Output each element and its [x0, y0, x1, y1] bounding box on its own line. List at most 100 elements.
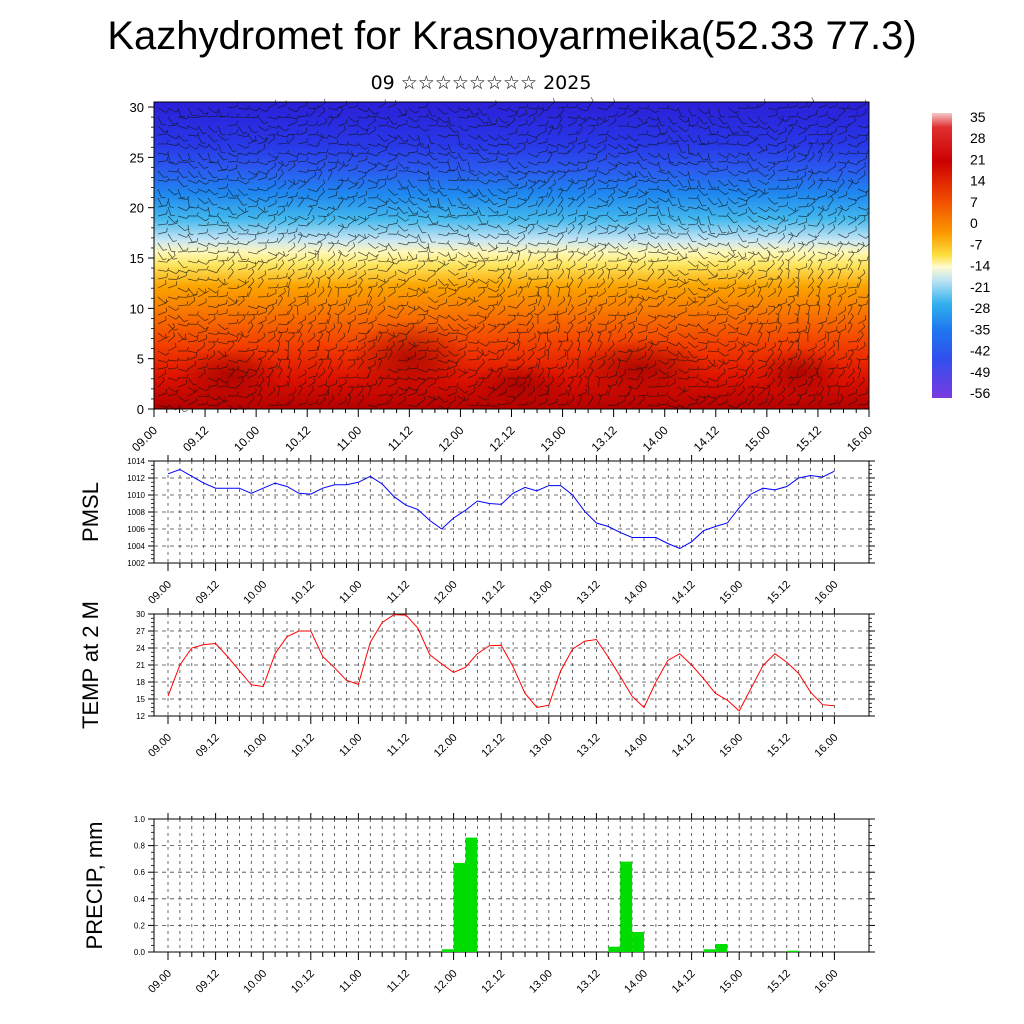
wind-barb-flag: [216, 381, 218, 386]
wind-barb: [847, 349, 857, 352]
wind-barb: [357, 288, 363, 298]
wind-barb-flag: [616, 311, 619, 316]
wind-barb-flag: [604, 116, 606, 122]
wind-barb: [727, 276, 737, 280]
wind-barb: [837, 125, 847, 128]
wind-barb: [377, 349, 387, 352]
wind-barb: [817, 261, 823, 271]
wind-barb-flag: [214, 148, 219, 151]
wind-barb: [437, 116, 446, 124]
wind-barb-flag: [826, 303, 831, 307]
wind-barb: [757, 298, 764, 307]
wind-barb-flag: [272, 134, 276, 139]
wind-barb-flag: [713, 203, 718, 206]
wind-barb: [677, 350, 685, 359]
wind-barb: [537, 195, 547, 199]
wind-barb: [767, 397, 774, 406]
wind-barb-flag: [485, 172, 490, 176]
wind-barb: [267, 241, 277, 244]
wind-barb-flag: [206, 261, 210, 265]
wind-barb: [277, 152, 288, 155]
wind-barb-flag: [366, 300, 368, 305]
wind-barb-flag: [404, 278, 406, 283]
wind-barb-flag: [674, 399, 679, 403]
wind-barb-flag: [676, 107, 680, 112]
x-tick-label: 10.00: [231, 423, 262, 454]
wind-barb-flag: [206, 362, 208, 367]
wind-barb-flag: [866, 400, 869, 405]
wind-barb: [847, 197, 857, 201]
wind-barb-flag: [536, 249, 540, 254]
wind-barb-flag: [666, 256, 669, 261]
wind-barb-flag: [466, 177, 470, 182]
wind-barb: [827, 402, 837, 406]
wind-barb: [817, 217, 823, 226]
wind-barb-flag: [309, 204, 313, 209]
wind-barb: [657, 314, 667, 318]
wind-barb: [567, 387, 572, 397]
wind-barb-flag: [703, 296, 706, 301]
wind-barb-flag: [615, 137, 620, 141]
wind-barb-flag: [203, 341, 206, 346]
wind-barb-flag: [604, 243, 607, 248]
wind-barb: [297, 333, 303, 343]
wind-barb-flag: [771, 394, 774, 399]
wind-barb-flag: [706, 310, 709, 315]
wind-barb-flag: [816, 138, 819, 143]
wind-barb: [767, 173, 775, 181]
wind-barb-flag: [166, 151, 170, 155]
wind-barb-flag: [424, 246, 429, 250]
wind-barb: [187, 278, 197, 282]
wind-barb-flag: [683, 287, 686, 292]
wind-barb-flag: [640, 366, 644, 371]
wind-barb-flag: [786, 177, 790, 182]
wind-barb: [197, 224, 208, 226]
wind-barb-flag: [392, 341, 395, 346]
wind-barb: [827, 271, 834, 280]
wind-barb: [197, 179, 207, 185]
wind-barb: [177, 188, 182, 198]
wind-barb-flag: [162, 376, 165, 381]
wind-barb-flag: [703, 122, 708, 125]
wind-barb-flag: [324, 215, 326, 220]
wind-barb: [437, 359, 447, 364]
wind-barb-flag: [244, 193, 249, 196]
wind-barb-flag: [176, 176, 179, 181]
wind-barb: [797, 168, 807, 172]
wind-barb: [217, 341, 227, 345]
wind-barb: [417, 305, 426, 313]
wind-barb: [187, 206, 197, 209]
wind-barb-flag: [775, 137, 780, 141]
wind-barb-flag: [338, 249, 342, 253]
wind-barb-flag: [176, 275, 179, 280]
wind-barb-flag: [266, 348, 270, 353]
wind-barb: [627, 206, 637, 210]
wind-barb-flag: [295, 217, 300, 221]
wind-barb: [227, 106, 237, 109]
wind-barb-flag: [674, 274, 679, 277]
wind-barb-flag: [566, 285, 571, 289]
wind-barb-flag: [175, 316, 180, 320]
wind-barb: [647, 305, 657, 308]
wind-barb: [377, 403, 387, 406]
wind-barb: [227, 215, 237, 219]
wind-barb-flag: [536, 291, 539, 296]
wind-barb: [217, 366, 227, 370]
wind-barb-flag: [666, 176, 669, 181]
wind-barb-flag: [331, 394, 335, 399]
wind-barb-flag: [226, 165, 229, 170]
wind-barb-flag: [812, 250, 815, 255]
wind-barb: [507, 377, 517, 380]
wind-barb: [767, 252, 771, 262]
wind-barb-flag: [236, 113, 239, 118]
wind-barb: [567, 213, 577, 217]
wind-barb-flag: [166, 201, 168, 206]
wind-barb: [287, 279, 292, 289]
wind-barb-flag: [696, 152, 700, 156]
wind-barb: [827, 285, 837, 289]
wind-barb-flag: [819, 213, 823, 218]
wind-barb-flag: [856, 106, 860, 111]
wind-barb-flag: [226, 192, 228, 197]
wind-barb-flag: [301, 196, 304, 201]
wind-barb-flag: [473, 296, 476, 301]
